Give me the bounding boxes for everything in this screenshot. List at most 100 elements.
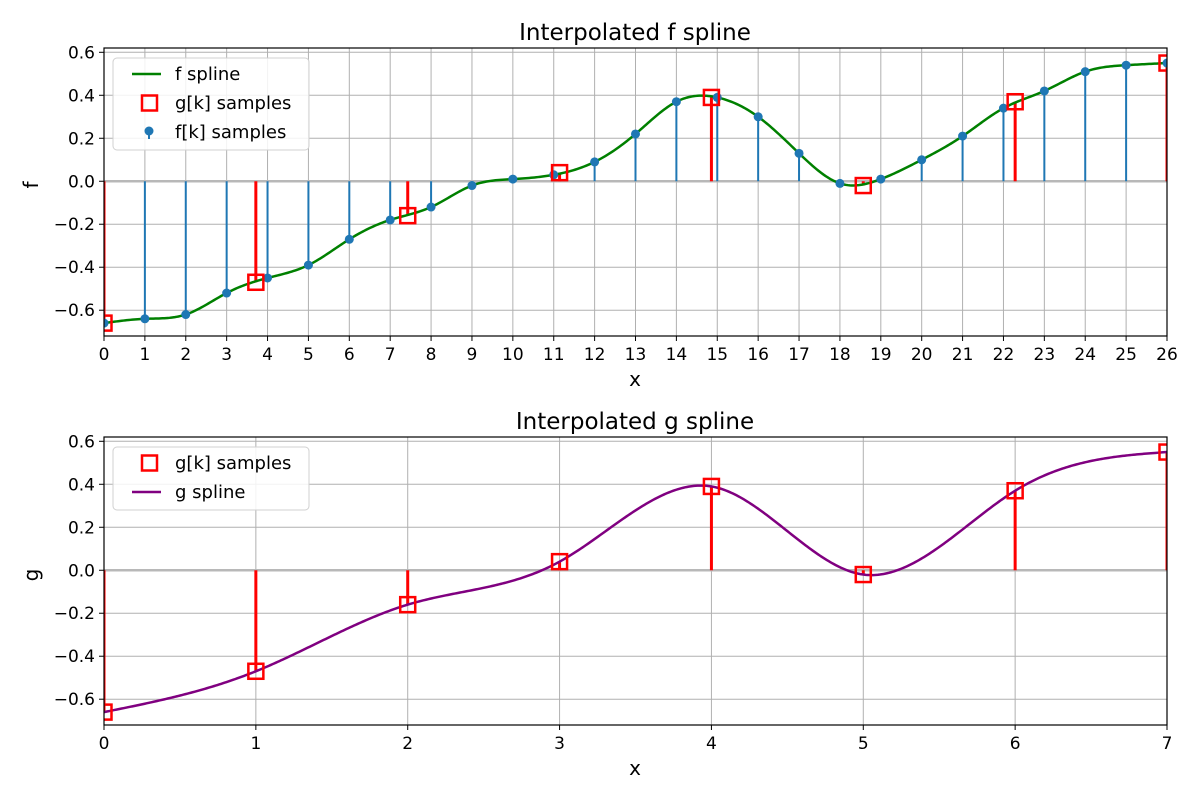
sample-square-marker bbox=[398, 206, 417, 225]
sample-square-marker bbox=[1158, 54, 1167, 72]
x-tick-label: 5 bbox=[303, 345, 314, 365]
f-spline-axes: Interpolated f spline 0 1 2 3 4 5 6 7 8 9 10 11 12 13… bbox=[19, 20, 1178, 391]
x-tick-label: 3 bbox=[221, 345, 232, 365]
x-tick-label: 7 bbox=[1162, 734, 1173, 754]
sample-square-marker bbox=[104, 703, 113, 721]
y-tick-label: −0.4 bbox=[54, 647, 95, 667]
x-tick-label: 9 bbox=[467, 345, 478, 365]
sample-dot-marker bbox=[222, 288, 232, 298]
sample-square-marker bbox=[104, 314, 113, 332]
sample-square-marker bbox=[550, 552, 569, 571]
legend-square-icon bbox=[140, 94, 159, 112]
f-x-axis-label: x bbox=[629, 367, 641, 391]
g-x-ticks: 0 1 2 3 4 5 6 7 bbox=[99, 725, 1173, 754]
x-tick-label: 5 bbox=[858, 734, 869, 754]
x-tick-label: 4 bbox=[706, 734, 717, 754]
y-tick-label: −0.2 bbox=[54, 215, 95, 235]
x-tick-label: 22 bbox=[993, 345, 1015, 365]
x-tick-label: 4 bbox=[262, 345, 273, 365]
legend-label: f spline bbox=[175, 64, 240, 85]
f-x-ticks: 0 1 2 3 4 5 6 7 8 9 10 11 12 13 14 15 16 17 18 19 20 21 22 23 24… bbox=[99, 336, 1178, 365]
g-x-axis-label: x bbox=[629, 756, 641, 780]
x-tick-label: 0 bbox=[99, 734, 110, 754]
x-tick-label: 17 bbox=[788, 345, 810, 365]
sample-dot-marker bbox=[104, 318, 109, 328]
sample-square-marker bbox=[702, 88, 721, 107]
y-tick-label: −0.4 bbox=[54, 258, 95, 278]
sample-dot-marker bbox=[467, 181, 477, 191]
sample-dot-marker bbox=[671, 97, 681, 107]
x-tick-label: 8 bbox=[426, 345, 437, 365]
legend-dot-icon bbox=[144, 126, 154, 136]
y-tick-label: 0.0 bbox=[68, 561, 95, 581]
sample-dot-marker bbox=[549, 170, 559, 180]
y-tick-label: −0.6 bbox=[54, 690, 95, 710]
g-y-ticks: −0.6 −0.4 −0.2 0.0 0.2 0.4 0.6 bbox=[54, 432, 104, 710]
sample-dot-marker bbox=[344, 234, 354, 244]
legend-label: g spline bbox=[175, 482, 245, 503]
legend-label: g[k] samples bbox=[175, 93, 291, 114]
sample-dot-marker bbox=[181, 310, 191, 320]
x-tick-label: 19 bbox=[870, 345, 892, 365]
sample-dot-marker bbox=[303, 260, 313, 270]
sample-dot-marker bbox=[917, 155, 927, 165]
f-y-axis-label: f bbox=[19, 181, 43, 189]
clipped-series bbox=[104, 54, 1167, 332]
sample-square-marker bbox=[247, 662, 265, 681]
y-tick-label: −0.2 bbox=[54, 604, 95, 624]
sample-dot-marker bbox=[385, 215, 395, 225]
sample-square-marker bbox=[247, 273, 265, 292]
g-y-axis-label: g bbox=[19, 569, 43, 582]
y-tick-label: 0.2 bbox=[68, 518, 95, 538]
x-tick-label: 16 bbox=[747, 345, 769, 365]
legend-label: g[k] samples bbox=[175, 453, 291, 474]
sample-dot-marker bbox=[876, 174, 886, 184]
g-legend: g[k] samples g spline bbox=[112, 446, 310, 511]
x-tick-label: 21 bbox=[952, 345, 974, 365]
sample-dot-marker bbox=[1121, 60, 1131, 70]
x-tick-label: 15 bbox=[706, 345, 728, 365]
f-legend: f spline g[k] samples f[k] samples bbox=[112, 57, 310, 151]
x-tick-label: 25 bbox=[1115, 345, 1137, 365]
sample-dot-marker bbox=[712, 92, 722, 102]
sample-square-marker bbox=[1006, 481, 1024, 500]
x-tick-label: 1 bbox=[250, 734, 261, 754]
legend-label: f[k] samples bbox=[175, 122, 286, 143]
x-tick-label: 7 bbox=[385, 345, 396, 365]
y-tick-label: −0.6 bbox=[54, 301, 95, 321]
x-tick-label: 18 bbox=[829, 345, 851, 365]
y-tick-label: 0.6 bbox=[68, 432, 95, 452]
y-tick-label: 0.6 bbox=[68, 43, 95, 63]
x-tick-label: 26 bbox=[1156, 345, 1178, 365]
y-tick-label: 0.0 bbox=[68, 172, 95, 192]
sample-dot-marker bbox=[1080, 67, 1090, 77]
x-tick-label: 11 bbox=[543, 345, 565, 365]
x-tick-label: 14 bbox=[666, 345, 688, 365]
x-tick-label: 20 bbox=[911, 345, 933, 365]
x-tick-label: 0 bbox=[99, 345, 110, 365]
sample-dot-marker bbox=[835, 178, 845, 188]
sample-dot-marker bbox=[508, 174, 518, 184]
sample-dot-marker bbox=[590, 157, 600, 167]
x-tick-label: 12 bbox=[584, 345, 606, 365]
x-tick-label: 3 bbox=[554, 734, 565, 754]
g-chart-title: Interpolated g spline bbox=[516, 409, 754, 435]
sample-dot-marker bbox=[1162, 58, 1167, 68]
y-tick-label: 0.4 bbox=[68, 475, 95, 495]
x-tick-label: 10 bbox=[502, 345, 524, 365]
sample-square-marker bbox=[1158, 443, 1167, 461]
legend-box bbox=[112, 57, 310, 151]
legend-box bbox=[112, 446, 310, 511]
f-chart-title: Interpolated f spline bbox=[519, 20, 751, 46]
f-y-ticks: −0.6 −0.4 −0.2 0.0 0.2 0.4 0.6 bbox=[54, 43, 104, 321]
sample-dot-marker bbox=[140, 314, 150, 324]
x-tick-label: 6 bbox=[1010, 734, 1021, 754]
sample-dot-marker bbox=[753, 112, 763, 122]
x-tick-label: 6 bbox=[344, 345, 355, 365]
x-tick-label: 1 bbox=[139, 345, 150, 365]
x-tick-label: 24 bbox=[1074, 345, 1096, 365]
sample-square-marker bbox=[550, 163, 569, 182]
clipped-series bbox=[104, 443, 1167, 721]
